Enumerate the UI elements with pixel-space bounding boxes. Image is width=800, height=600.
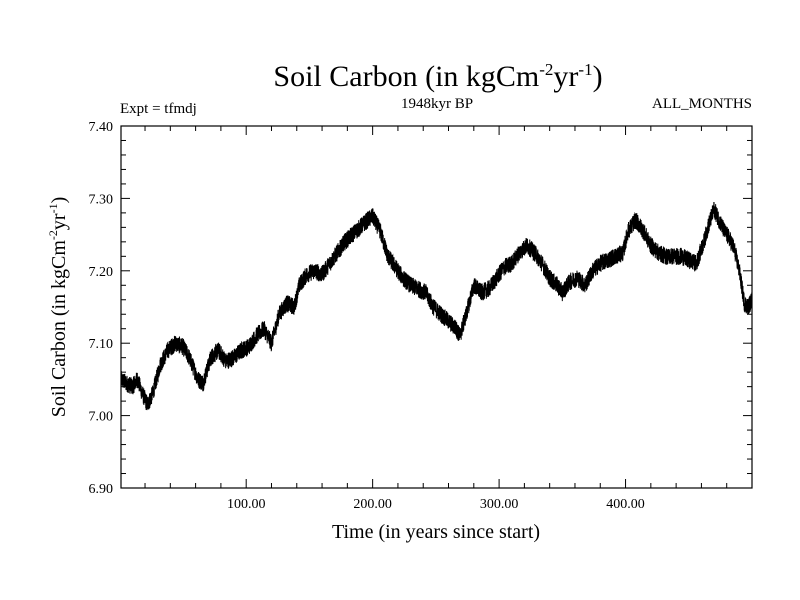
x-axis-label: Time (in years since start) (332, 521, 540, 543)
x-tick-label: 100.00 (227, 497, 266, 512)
experiment-label: Expt = tfmdj (120, 101, 197, 117)
y-axis-label: Soil Carbon (in kgCm-2yr-1) (46, 197, 70, 418)
soil-carbon-series-line (120, 202, 753, 411)
x-tick-labels: 100.00 200.00 300.00 400.00 (227, 497, 645, 512)
chart-title: Soil Carbon (in kgCm-2yr-1) (273, 60, 602, 93)
x-tick-label: 400.00 (606, 497, 645, 512)
plot-frame (120, 125, 753, 489)
axis-ticks (121, 126, 752, 488)
y-tick-label: 7.40 (89, 120, 114, 135)
x-tick-label: 200.00 (353, 497, 392, 512)
y-tick-label: 7.30 (89, 192, 114, 207)
x-tick-label: 300.00 (480, 497, 519, 512)
period-label: 1948kyr BP (401, 96, 473, 112)
y-tick-label: 7.10 (89, 337, 114, 352)
y-tick-label: 7.00 (89, 410, 114, 425)
months-label: ALL_MONTHS (652, 96, 752, 112)
y-tick-labels: 6.90 7.00 7.10 7.20 7.30 7.40 (89, 120, 114, 497)
y-tick-label: 6.90 (89, 482, 114, 497)
y-tick-label: 7.20 (89, 265, 114, 280)
